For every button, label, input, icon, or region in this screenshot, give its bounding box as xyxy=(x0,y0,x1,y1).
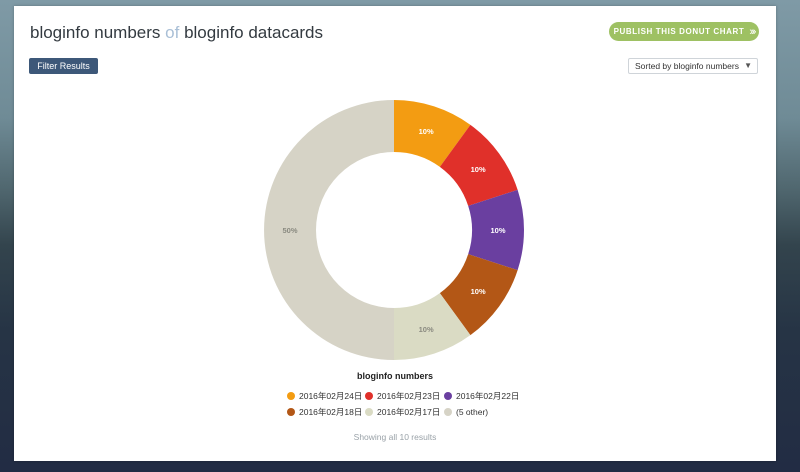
legend-swatch-0 xyxy=(287,392,295,400)
slice-label-2: 10% xyxy=(490,226,505,235)
donut-slice-1[interactable] xyxy=(439,124,518,206)
legend-item-3[interactable]: 2016年02月18日 xyxy=(287,406,365,418)
legend-swatch-4 xyxy=(365,408,373,416)
legend-label-5: (5 other) xyxy=(456,407,489,417)
donut-chart: 10% 10% 10% 10% 10% 50% xyxy=(264,100,524,360)
filter-results-button[interactable]: Filter Results xyxy=(29,58,98,74)
slice-label-1: 10% xyxy=(471,165,486,174)
legend-swatch-1 xyxy=(365,392,373,400)
chart-legend: 2016年02月24日 2016年02月23日 2016年02月22日 2016年02… xyxy=(287,390,547,418)
legend-item-5[interactable]: (5 other) xyxy=(444,406,534,418)
slice-label-4: 10% xyxy=(419,325,434,334)
slice-label-0: 10% xyxy=(419,127,434,136)
sort-selected-value: Sorted by bloginfo numbers xyxy=(635,61,739,71)
legend-item-2[interactable]: 2016年02月22日 xyxy=(444,390,534,402)
legend-swatch-3 xyxy=(287,408,295,416)
legend-item-4[interactable]: 2016年02月17日 xyxy=(365,406,444,418)
publish-chart-button[interactable]: PUBLISH THIS DONUT CHART ››› xyxy=(609,22,759,41)
slice-label-3: 10% xyxy=(471,287,486,296)
chart-card: bloginfo numbers of bloginfo datacards P… xyxy=(14,6,776,461)
legend-item-1[interactable]: 2016年02月23日 xyxy=(365,390,444,402)
double-chevron-right-icon: ››› xyxy=(749,25,756,38)
chart-title: bloginfo numbers xyxy=(357,371,433,381)
donut-slice-3[interactable] xyxy=(439,254,518,336)
page-title: bloginfo numbers of bloginfo datacards xyxy=(30,23,323,43)
chevron-down-icon: ▼ xyxy=(744,61,752,70)
donut-slice-5[interactable] xyxy=(264,100,394,360)
legend-label-1: 2016年02月23日 xyxy=(377,391,441,401)
legend-swatch-5 xyxy=(444,408,452,416)
legend-label-4: 2016年02月17日 xyxy=(377,407,441,417)
legend-item-0[interactable]: 2016年02月24日 xyxy=(287,390,365,402)
title-metric: bloginfo numbers xyxy=(30,23,161,42)
publish-label: PUBLISH THIS DONUT CHART xyxy=(613,27,745,36)
legend-label-3: 2016年02月18日 xyxy=(299,407,363,417)
legend-label-2: 2016年02月22日 xyxy=(456,391,520,401)
title-of: of xyxy=(165,23,180,42)
slice-label-5: 50% xyxy=(282,226,297,235)
sort-select[interactable]: Sorted by bloginfo numbers ▼ xyxy=(628,58,758,74)
title-dataset: bloginfo datacards xyxy=(184,23,324,42)
results-status: Showing all 10 results xyxy=(353,432,437,442)
donut-slice-2[interactable] xyxy=(468,189,524,271)
donut-slice-0[interactable] xyxy=(394,100,471,167)
legend-swatch-2 xyxy=(444,392,452,400)
donut-slice-4[interactable] xyxy=(394,293,471,360)
legend-label-0: 2016年02月24日 xyxy=(299,391,363,401)
